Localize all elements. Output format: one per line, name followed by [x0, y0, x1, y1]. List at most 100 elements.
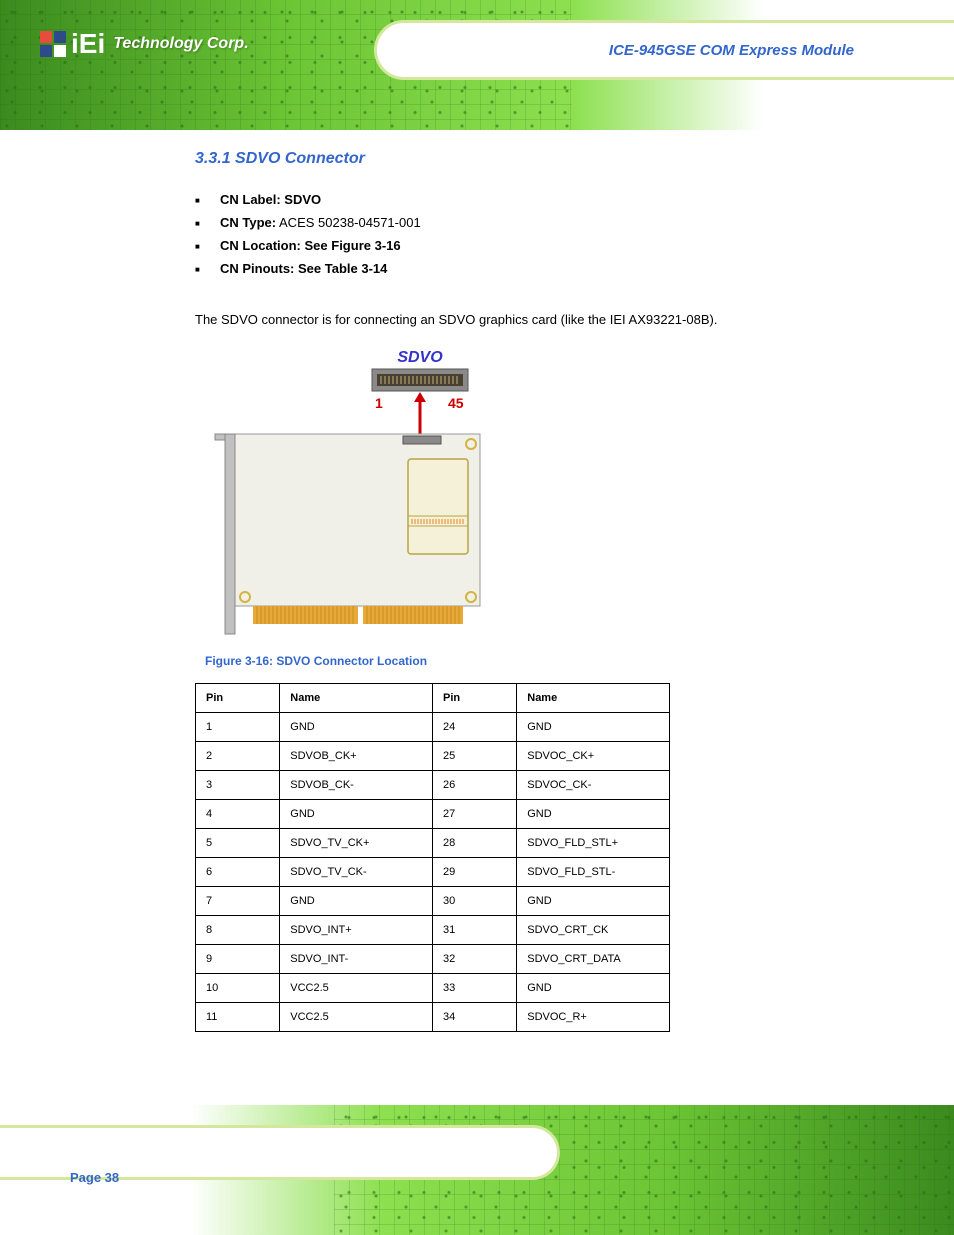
table-cell: 9	[196, 944, 280, 973]
table-cell: 25	[432, 741, 516, 770]
table-cell: SDVO_TV_CK+	[280, 828, 433, 857]
table-cell: GND	[280, 712, 433, 741]
table-cell: VCC2.5	[280, 1002, 433, 1031]
table-cell: VCC2.5	[280, 973, 433, 1002]
section-number: 3.3.1	[195, 150, 231, 167]
pin-table: Pin Name Pin Name 1GND24GND2SDVOB_CK+25S…	[195, 683, 670, 1032]
list-item: CN Location: See Figure 3-16	[220, 234, 854, 257]
table-row: 4GND27GND	[196, 799, 670, 828]
table-cell: 29	[432, 857, 516, 886]
list-item: CN Type: ACES 50238-04571-001	[220, 211, 854, 234]
list-item: CN Pinouts: See Table 3-14	[220, 257, 854, 280]
table-cell: SDVOC_CK+	[517, 741, 670, 770]
table-cell: 5	[196, 828, 280, 857]
table-row: 6SDVO_TV_CK-29SDVO_FLD_STL-	[196, 857, 670, 886]
table-cell: 10	[196, 973, 280, 1002]
cn-label-label: CN Label:	[220, 192, 281, 207]
figure-caption: Figure 3-16: SDVO Connector Location	[205, 654, 854, 668]
table-cell: GND	[517, 886, 670, 915]
table-row: 11VCC2.534SDVOC_R+	[196, 1002, 670, 1031]
table-header: Name	[517, 683, 670, 712]
table-row: 9SDVO_INT-32SDVO_CRT_DATA	[196, 944, 670, 973]
list-item: CN Label: SDVO	[220, 188, 854, 211]
table-cell: GND	[280, 799, 433, 828]
table-cell: SDVOC_CK-	[517, 770, 670, 799]
table-cell: 24	[432, 712, 516, 741]
table-cell: SDVO_TV_CK-	[280, 857, 433, 886]
table-cell: 26	[432, 770, 516, 799]
gold-fingers-right	[363, 606, 463, 624]
pin-1-label: 1	[375, 395, 383, 411]
header-banner: iEi Technology Corp. ICE-945GSE COM Expr…	[0, 0, 954, 130]
table-row: 1GND24GND	[196, 712, 670, 741]
table-cell: 3	[196, 770, 280, 799]
table-cell: 7	[196, 886, 280, 915]
cn-location-label: CN Location:	[220, 238, 301, 253]
cn-type-value: ACES 50238-04571-001	[279, 215, 421, 230]
table-header: Pin	[432, 683, 516, 712]
logo-subtitle: Technology Corp.	[113, 35, 248, 53]
table-row: 8SDVO_INT+31SDVO_CRT_CK	[196, 915, 670, 944]
table-cell: SDVO_FLD_STL-	[517, 857, 670, 886]
table-cell: GND	[517, 799, 670, 828]
connector-info-list: CN Label: SDVO CN Type: ACES 50238-04571…	[195, 188, 854, 280]
table-row: 7GND30GND	[196, 886, 670, 915]
table-header: Name	[280, 683, 433, 712]
sdvo-label: SDVO	[397, 349, 443, 366]
table-cell: 34	[432, 1002, 516, 1031]
arrow-head	[414, 392, 426, 402]
section-title: 3.3.1 SDVO Connector	[195, 150, 854, 168]
connector-inner	[377, 374, 463, 386]
table-row: 2SDVOB_CK+25SDVOC_CK+	[196, 741, 670, 770]
logo: iEi Technology Corp.	[40, 28, 249, 60]
table-cell: 32	[432, 944, 516, 973]
table-cell: SDVOC_R+	[517, 1002, 670, 1031]
table-cell: 31	[432, 915, 516, 944]
cn-pinouts-value: See Table 3-14	[298, 261, 387, 276]
cn-type-label: CN Type:	[220, 215, 276, 230]
table-cell: SDVO_INT+	[280, 915, 433, 944]
table-cell: GND	[517, 973, 670, 1002]
table-cell: 28	[432, 828, 516, 857]
table-cell: 4	[196, 799, 280, 828]
table-row: 5SDVO_TV_CK+28SDVO_FLD_STL+	[196, 828, 670, 857]
table-cell: SDVOB_CK+	[280, 741, 433, 770]
page-number: Page 38	[70, 1170, 119, 1185]
pin-45-label: 45	[448, 395, 464, 411]
product-name: ICE-945GSE COM Express Module	[609, 42, 854, 59]
table-row: 10VCC2.533GND	[196, 973, 670, 1002]
content-area: 3.3.1 SDVO Connector CN Label: SDVO CN T…	[0, 130, 954, 1032]
logo-text: iEi	[71, 28, 105, 60]
cn-label-value: SDVO	[284, 192, 321, 207]
table-cell: SDVO_CRT_CK	[517, 915, 670, 944]
bracket	[225, 434, 235, 634]
table-cell: SDVO_INT-	[280, 944, 433, 973]
cn-location-value: See Figure 3-16	[305, 238, 401, 253]
table-cell: 8	[196, 915, 280, 944]
table-row: 3SDVOB_CK-26SDVOC_CK-	[196, 770, 670, 799]
table-cell: SDVO_CRT_DATA	[517, 944, 670, 973]
logo-icon	[40, 31, 66, 57]
cn-pinouts-label: CN Pinouts:	[220, 261, 294, 276]
table-header-row: Pin Name Pin Name	[196, 683, 670, 712]
table-cell: SDVO_FLD_STL+	[517, 828, 670, 857]
table-cell: SDVOB_CK-	[280, 770, 433, 799]
table-cell: 1	[196, 712, 280, 741]
table-cell: 27	[432, 799, 516, 828]
table-cell: 6	[196, 857, 280, 886]
footer-curve: Page 38	[0, 1125, 560, 1180]
board-svg: SDVO	[205, 344, 505, 644]
table-cell: GND	[280, 886, 433, 915]
table-cell: 11	[196, 1002, 280, 1031]
table-cell: GND	[517, 712, 670, 741]
board-figure: SDVO	[205, 344, 854, 668]
section-title-text: SDVO Connector	[235, 150, 365, 167]
card-slot	[408, 459, 468, 554]
table-header: Pin	[196, 683, 280, 712]
description: The SDVO connector is for connecting an …	[195, 310, 854, 330]
board-sdvo-connector	[403, 436, 441, 444]
table-cell: 30	[432, 886, 516, 915]
footer-banner: Page 38	[0, 1105, 954, 1235]
table-cell: 2	[196, 741, 280, 770]
table-cell: 33	[432, 973, 516, 1002]
